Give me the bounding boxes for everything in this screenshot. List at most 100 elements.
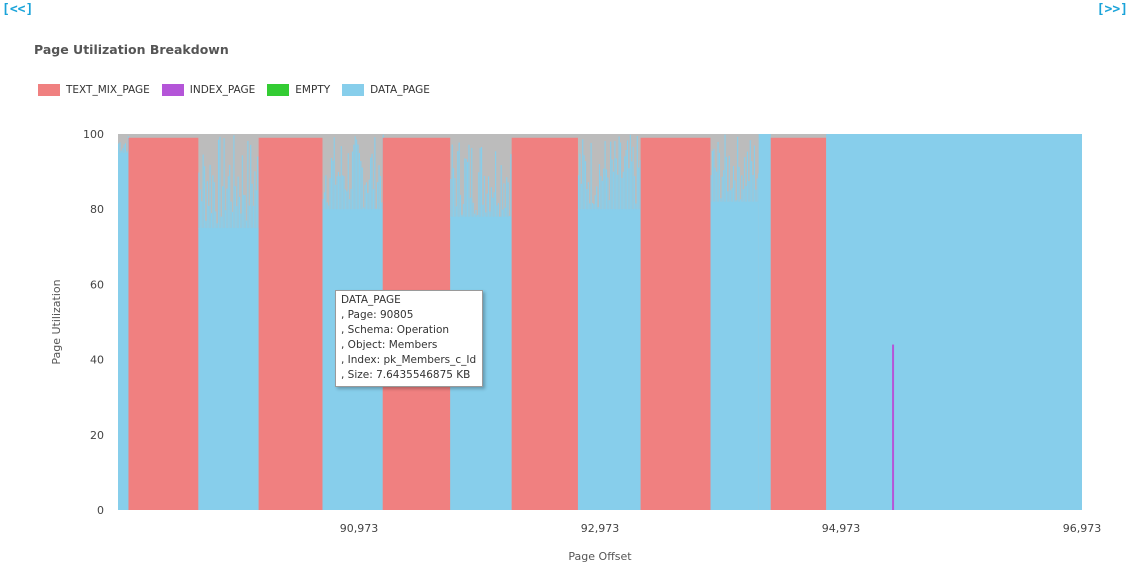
bar-column [483,175,485,218]
bar-text_mix_page [128,137,199,510]
bar-column [481,146,483,218]
bar-column [351,151,353,211]
bar-column [583,155,585,211]
bar-column [371,153,373,211]
next-page-link[interactable]: [>>] [1096,2,1128,17]
bar-column [344,189,346,211]
bar-column [222,186,224,229]
legend-label: TEXT_MIX_PAGE [66,84,150,96]
bar-column [468,144,470,218]
bar-column [349,199,351,211]
bar-column [639,160,641,211]
bar-column [237,176,239,229]
bar-column [584,161,587,211]
bar-column [603,168,605,211]
bar-column [593,204,595,211]
bar-column [250,144,252,229]
bar-column [342,175,344,211]
bar-column [582,139,584,211]
bar-column [205,220,207,229]
bar-column [506,177,508,218]
bar-column [713,148,715,203]
bar-column [601,180,603,211]
bar-column [465,159,467,218]
bar-column [210,213,213,229]
bar-column [749,140,751,203]
bar-column [248,205,250,229]
bar-column [251,183,253,229]
bar-column [497,203,499,218]
bar-column [633,176,636,211]
bar-column [739,199,741,203]
bar-column [469,197,471,218]
bar-column [354,136,356,211]
bar-column [356,139,358,211]
bar-column [203,166,206,229]
bar-column [238,196,241,229]
legend-swatch [342,84,365,96]
bar-column [329,178,331,211]
bar-column [328,205,330,211]
bar-column [490,187,492,218]
legend-item[interactable]: TEXT_MIX_PAGE [38,84,150,96]
y-tick-label: 0 [97,504,104,517]
bar-column [450,178,452,218]
legend-item[interactable]: DATA_PAGE [342,84,430,96]
bar-column [492,197,494,218]
bar-column [730,190,732,203]
bar-column [721,176,723,203]
bar-column [372,189,374,211]
bar-column [617,174,619,211]
bar-column [607,177,609,211]
bar-column [335,184,337,211]
bar-column [504,207,506,218]
bar-column [213,182,215,229]
bar-column [622,171,624,211]
legend-item[interactable]: INDEX_PAGE [161,84,255,96]
bar-column [594,195,596,211]
legend-item[interactable]: EMPTY [267,84,330,96]
tooltip-line: , Size: 7.6435546875 KB [341,369,471,381]
bar-column [234,186,236,229]
bar-column [737,136,739,203]
bar-column [625,149,627,211]
y-tick-label: 80 [90,203,104,216]
bar-column [734,180,736,203]
bar-column [347,153,349,211]
bar-column [597,206,599,211]
bar-column [120,150,122,154]
bar-column [496,205,498,218]
bar-column [758,173,760,203]
bar-column [202,154,204,229]
bar-column [125,143,127,154]
bar-column [343,176,345,211]
bar-column [118,143,120,154]
bar-column [361,167,363,211]
y-tick-label: 100 [83,128,104,141]
bar-column [618,136,620,211]
bar-column [598,164,601,211]
bar-column [479,148,481,218]
bar-column [224,210,227,229]
bar-text_mix_page [258,137,323,510]
bar-column [374,137,376,211]
bar-column [636,136,638,211]
bar-column [579,153,581,211]
bar-column [377,182,379,211]
bar-column [499,216,501,218]
bar-column [240,213,242,229]
bar-column [461,214,463,218]
bar-text_mix_page [640,137,711,510]
bar-column [332,160,334,211]
bar-column [229,164,231,229]
bar-column [628,168,630,211]
bar-column [126,151,128,154]
bar-column [600,176,602,211]
bar-column [451,144,453,218]
bar-column [252,205,255,229]
bar-column [454,177,456,218]
bar-column [615,158,617,211]
previous-page-link[interactable]: [<<] [2,2,34,17]
bar-data_page [577,209,641,510]
bar-column [500,165,502,218]
